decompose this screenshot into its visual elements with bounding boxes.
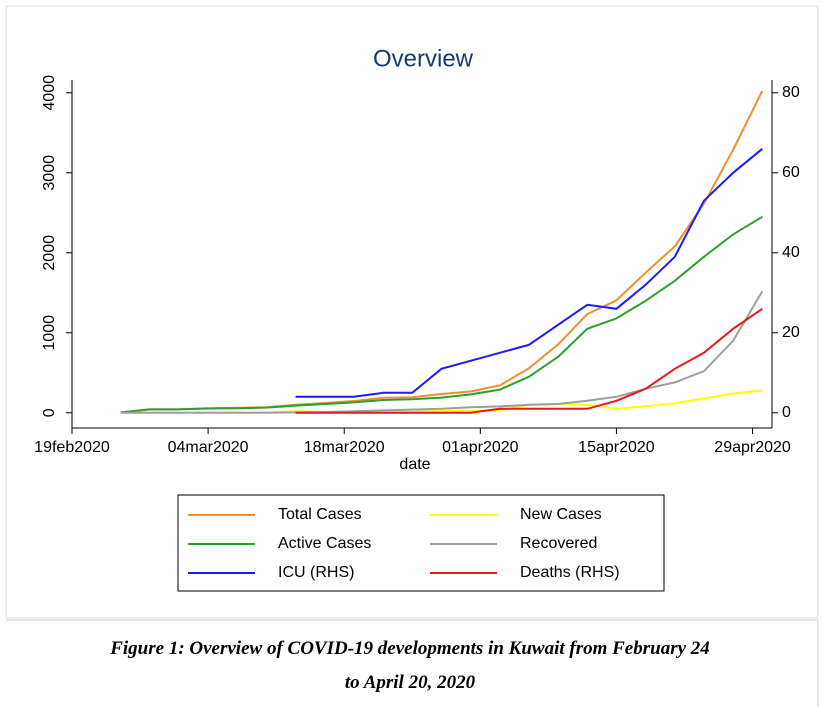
- legend-box: [177, 494, 665, 592]
- legend-label: ICU (RHS): [278, 564, 354, 581]
- x-tick-label: 29apr2020: [714, 439, 791, 456]
- legend-label: Active Cases: [278, 535, 371, 552]
- chart-title: Overview: [373, 45, 474, 72]
- x-tick-label: 18mar2020: [304, 439, 385, 456]
- y-tick-label: 0: [41, 408, 58, 417]
- series-line: [295, 148, 763, 398]
- y-tick-label: 2000: [41, 235, 58, 271]
- x-tick-label: 04mar2020: [168, 439, 249, 456]
- x-tick-label: 01apr2020: [442, 439, 519, 456]
- y-tick-label: 4000: [41, 75, 58, 111]
- y2-tick-label: 60: [782, 164, 800, 181]
- legend-label: Recovered: [520, 535, 597, 552]
- series-line: [120, 215, 763, 414]
- series-line: [295, 307, 763, 414]
- x-axis-label: date: [399, 456, 430, 473]
- legend-label: New Cases: [520, 506, 602, 523]
- legend-label: Deaths (RHS): [520, 564, 620, 581]
- x-tick-label: 19feb2020: [34, 439, 110, 456]
- y2-tick-label: 0: [782, 404, 791, 421]
- y2-tick-label: 20: [782, 324, 800, 341]
- y2-tick-label: 80: [782, 84, 800, 101]
- legend-label: Total Cases: [278, 506, 362, 523]
- series-line: [120, 290, 764, 414]
- y-tick-label: 1000: [41, 315, 58, 351]
- y2-tick-label: 40: [782, 244, 800, 261]
- caption: Figure 1: Overview of COVID-19 developme…: [110, 638, 710, 693]
- y-tick-label: 3000: [41, 155, 58, 191]
- x-tick-label: 15apr2020: [578, 439, 655, 456]
